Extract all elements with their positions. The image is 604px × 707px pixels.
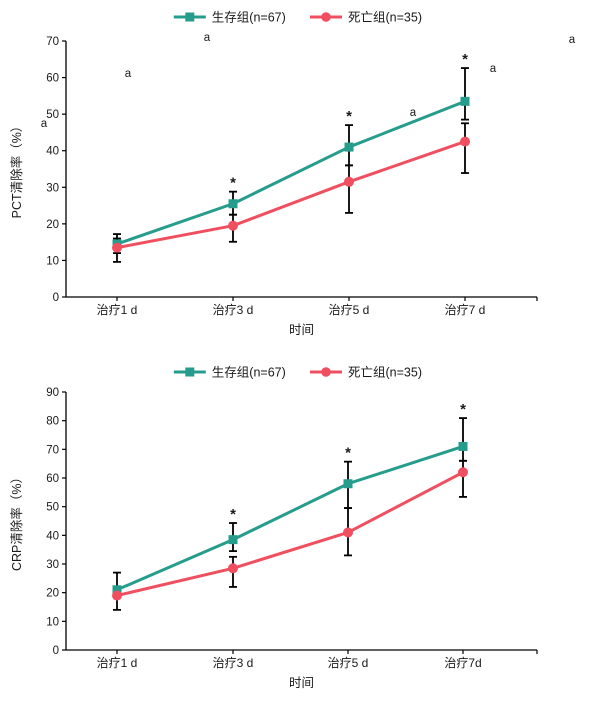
y-tick-label: 60 [46,473,59,485]
y-axis-title: CRP清除率（%） [9,471,24,571]
annotation-a: a [410,107,417,119]
legend: 生存组(n=67) 死亡组(n=35) [173,366,422,380]
axes: 0 10 20 30 40 50 60 70 80 90 治疗1 d 治疗3 d 治疗5 d 治疗7d 时间… [9,387,538,690]
significance-marks: * * * [230,51,468,192]
y-tick-label: 20 [46,219,59,231]
significance-asterisk: * [345,445,351,462]
x-tick-label: 治疗3 d [213,656,254,670]
y-tick-label: 70 [46,444,59,456]
annotations: a a a a a a [41,32,576,130]
data-point-square [344,142,354,152]
series-line [115,140,467,250]
y-tick-label: 80 [46,416,59,428]
series-line [115,444,465,592]
legend-marker-circle [321,12,331,22]
y-tick-label: 10 [46,255,59,267]
annotation-a: a [490,63,497,75]
legend-label: 生存组(n=67) [212,11,286,25]
y-tick-label: 30 [46,182,59,194]
x-tick-label: 治疗5 d [329,303,370,317]
data-point-square [228,535,238,545]
axes: 0 10 20 30 40 50 60 70 治疗1 d 治疗3 d 治疗5 d 治疗7 d 时间 PCT… [9,36,538,337]
legend-marker-circle [321,367,331,377]
x-tick-label: 治疗7d [444,656,481,670]
data-point-circle [112,590,122,601]
series-line [115,470,465,598]
significance-marks: * * * [230,401,466,523]
y-tick-label: 20 [46,588,59,600]
annotation-a: a [204,32,211,44]
legend-label: 死亡组(n=35) [348,366,422,380]
y-axis-title: PCT清除率（%） [9,120,24,219]
data-point-circle [344,176,354,187]
legend-label: 死亡组(n=35) [348,11,422,25]
data-point-circle [228,563,238,574]
y-tick-label: 90 [46,387,59,399]
data-point-circle [458,467,468,478]
x-tick-label: 治疗7 d [445,303,486,317]
data-point-square [112,585,122,595]
y-tick-label: 40 [46,146,59,158]
legend-marker-square [185,12,195,22]
series-1 [112,136,470,253]
significance-asterisk: * [230,506,236,523]
error-bars [113,67,469,263]
crp-chart: 生存组(n=67) 死亡组(n=35) 0 10 20 30 40 50 60 70 80 90 治疗1… [9,366,538,690]
legend-marker-square [185,367,195,377]
error-bars [113,417,467,611]
y-tick-label: 0 [53,292,59,304]
significance-asterisk: * [346,108,352,125]
legend: 生存组(n=67) 死亡组(n=35) [173,11,422,25]
x-tick-label: 治疗1 d [97,303,138,317]
y-tick-label: 50 [46,109,59,121]
data-point-square [343,479,353,489]
y-tick-label: 0 [53,645,59,657]
series-0 [112,441,468,595]
data-point-circle [343,527,353,538]
y-tick-label: 60 [46,73,59,85]
annotation-a: a [125,68,132,80]
data-point-circle [228,220,238,231]
x-axis-title: 时间 [289,676,314,690]
data-point-square [228,199,238,209]
y-tick-label: 40 [46,530,59,542]
significance-asterisk: * [230,175,236,192]
data-point-circle [460,136,470,147]
series-1 [112,467,468,601]
significance-asterisk: * [460,401,466,418]
x-tick-label: 治疗5 d [328,656,369,670]
significance-asterisk: * [462,51,468,68]
annotation-a: a [41,118,48,130]
annotation-a: a [569,34,576,46]
data-point-square [460,96,470,106]
y-tick-label: 30 [46,559,59,571]
y-tick-label: 70 [46,36,59,48]
pct-chart: 生存组(n=67) 死亡组(n=35) 0 10 20 30 40 50 60 70 治疗1 d 治疗… [9,11,576,338]
data-point-square [458,441,468,451]
series-0 [112,96,470,249]
data-point-circle [112,242,122,253]
series-line [115,99,467,246]
x-tick-label: 治疗1 d [97,656,138,670]
x-tick-label: 治疗3 d [213,303,254,317]
y-tick-label: 10 [46,616,59,628]
legend-label: 生存组(n=67) [212,366,286,380]
y-tick-label: 50 [46,502,59,514]
x-axis-title: 时间 [289,323,314,337]
